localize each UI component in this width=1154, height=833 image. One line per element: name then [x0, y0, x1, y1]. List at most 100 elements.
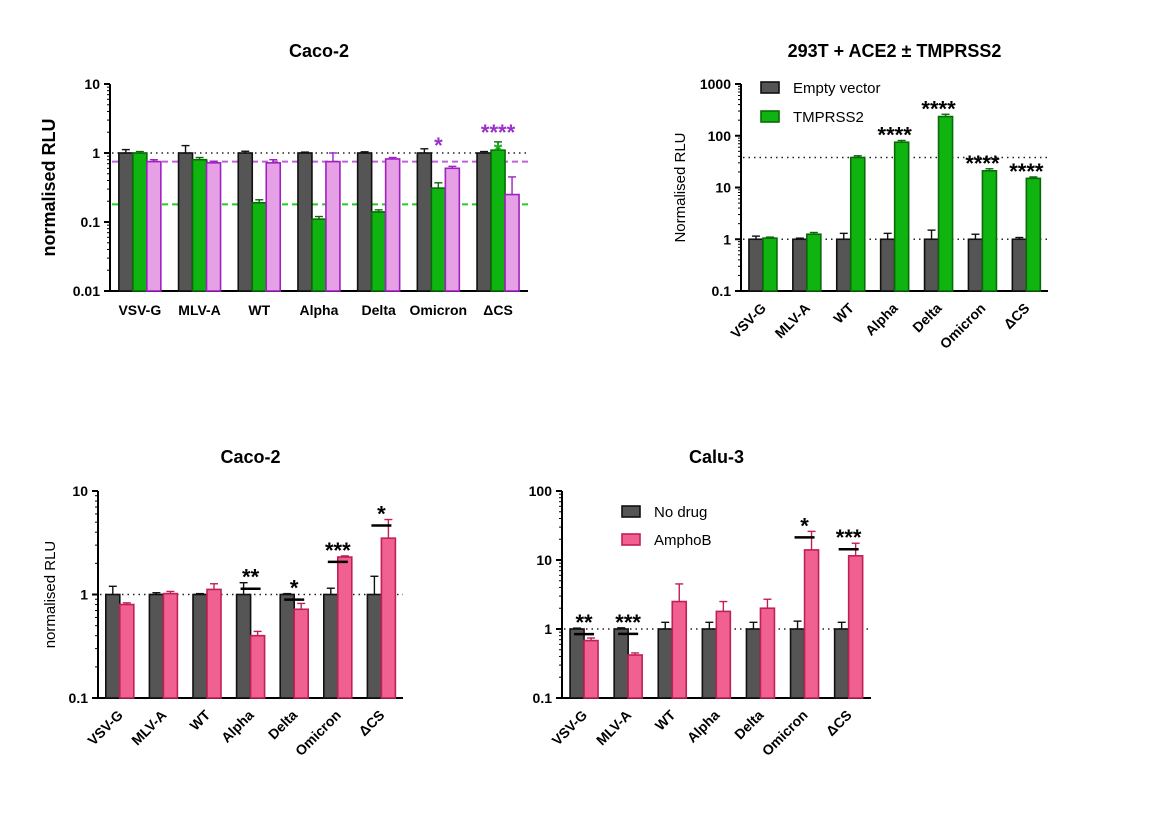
bar: [803, 549, 820, 699]
legend-label: AmphoB: [654, 532, 712, 549]
significance-label: ****: [878, 122, 913, 147]
bar: [967, 238, 984, 292]
bar: [162, 592, 179, 699]
chart-title: 293T + ACE2 ± TMPRSS2: [788, 41, 1002, 61]
bar: [981, 170, 998, 292]
x-tick-label: VSV-G: [118, 302, 161, 318]
legend-label: No drug: [654, 504, 707, 521]
bar: [833, 628, 850, 699]
bar: [370, 211, 387, 292]
bar: [1025, 177, 1042, 292]
bar: [322, 593, 339, 699]
legend-swatch: [621, 505, 641, 518]
bar: [293, 608, 310, 699]
y-tick-label: 100: [529, 483, 553, 499]
bar: [105, 593, 121, 699]
bar: [671, 600, 688, 699]
bar: [206, 588, 222, 699]
significance-label: **: [242, 565, 260, 590]
x-tick-label: MLV-A: [178, 302, 221, 318]
x-tick-label: ΔCS: [823, 707, 855, 739]
x-tick-label: Delta: [731, 707, 767, 743]
y-tick-label: 0.1: [712, 283, 732, 299]
x-tick-label: ΔCS: [1000, 300, 1032, 332]
chart-panel-b: 293T + ACE2 ± TMPRSS2 Normalised RLU 0.1 1 1…: [672, 41, 1048, 352]
bar: [325, 160, 341, 292]
y-tick-label: 1000: [700, 76, 731, 92]
bar: [249, 634, 266, 699]
bar: [759, 607, 776, 699]
significance-label: ****: [921, 96, 956, 121]
x-tick-label: Delta: [362, 302, 396, 318]
bar: [789, 628, 806, 699]
y-tick-label: 1: [92, 145, 100, 161]
x-tick-label: Omicron: [937, 300, 989, 352]
y-axis-label: Normalised RLU: [672, 132, 689, 242]
bar: [762, 237, 778, 292]
significance-label: ****: [481, 120, 516, 145]
x-tick-label: Omicron: [759, 707, 811, 759]
bar: [613, 628, 629, 699]
bar: [490, 149, 506, 292]
bar: [148, 593, 165, 699]
bar: [416, 152, 433, 292]
chart-title: Caco-2: [289, 41, 349, 61]
significance-label: *: [377, 502, 386, 527]
bar: [191, 158, 208, 292]
y-tick-label: 10: [715, 180, 731, 196]
bar: [504, 193, 520, 292]
y-tick-label: 10: [84, 76, 100, 92]
bar: [569, 628, 585, 699]
bar: [715, 610, 732, 699]
bar: [311, 218, 327, 292]
bar: [879, 238, 896, 292]
bar: [701, 628, 718, 699]
x-tick-label: ΔCS: [483, 302, 513, 318]
y-tick-label: 0.1: [69, 690, 89, 706]
bar: [265, 162, 282, 292]
x-tick-label: MLV-A: [772, 300, 813, 341]
x-tick-label: Omicron: [292, 707, 344, 759]
significance-label: *: [290, 576, 299, 601]
significance-label: *: [494, 138, 503, 163]
y-tick-label: 100: [708, 128, 732, 144]
bar: [748, 238, 764, 292]
x-tick-label: Omicron: [410, 302, 468, 318]
y-tick-label: 10: [72, 483, 88, 499]
bar: [835, 238, 852, 292]
bar: [444, 167, 461, 292]
x-tick-label: WT: [248, 302, 270, 318]
bar: [849, 156, 866, 292]
significance-label: *: [434, 133, 443, 158]
bar: [430, 187, 447, 292]
chart-panel-d: Calu-3 0.1 1 10 100 VSV-G MLV-A WT Alpha DeltaOmi…: [529, 447, 871, 759]
x-tick-label: VSV-G: [549, 707, 591, 749]
y-tick-label: 0.1: [533, 690, 553, 706]
bar: [177, 152, 194, 292]
y-tick-label: 1: [80, 587, 88, 603]
legend-swatch: [760, 81, 780, 94]
chart-title: Calu-3: [689, 447, 744, 467]
bar: [192, 593, 208, 699]
bar: [1011, 238, 1028, 292]
bar: [146, 160, 162, 292]
bar: [205, 162, 222, 292]
bar: [583, 639, 599, 699]
chart-panel-a: Caco-2 normalised RLU 0.01 0.1 1 10 VSV-G MLV-A…: [39, 41, 528, 318]
bar: [847, 555, 864, 699]
bar: [806, 233, 822, 292]
legend-label: TMPRSS2: [793, 109, 864, 126]
x-tick-label: MLV-A: [593, 707, 634, 748]
bar: [237, 152, 254, 292]
significance-label: ***: [615, 610, 641, 635]
significance-label: ***: [836, 525, 862, 550]
bar: [118, 152, 134, 292]
significance-label: **: [575, 610, 593, 635]
x-tick-label: ΔCS: [355, 707, 387, 739]
bar: [923, 238, 940, 292]
x-tick-label: WT: [652, 706, 679, 733]
bar: [336, 556, 353, 699]
x-tick-label: VSV-G: [84, 707, 126, 749]
x-tick-label: Alpha: [862, 300, 901, 339]
